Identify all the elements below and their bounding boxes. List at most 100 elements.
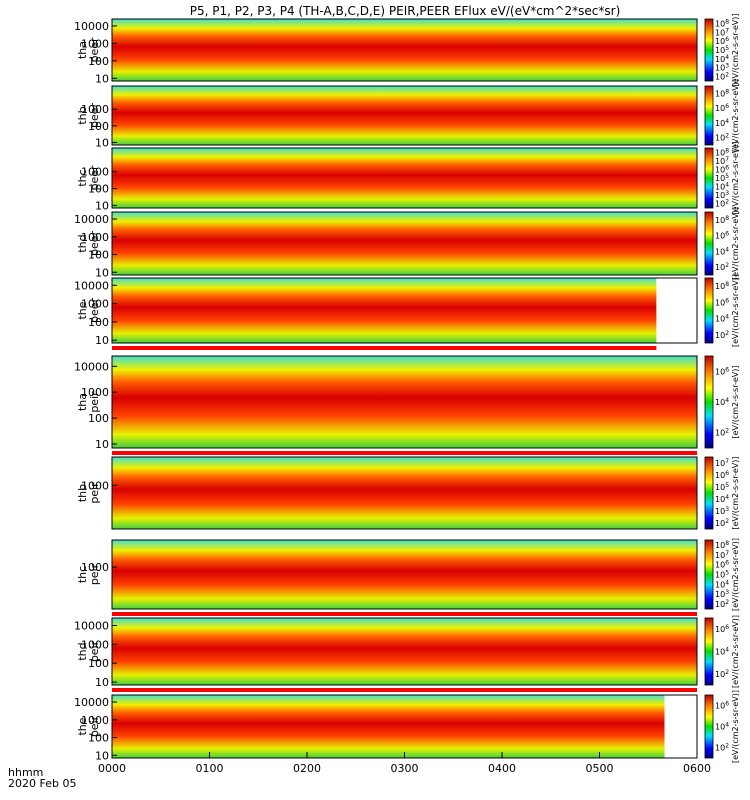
panel-y-label: thcpeer: [76, 165, 101, 191]
panel-the-peir: thepeir 10 100 1000 10000 102 104 106 [eV/(cm2-s…: [74, 690, 740, 763]
probe-label: thb: [76, 484, 89, 502]
colorbar-tick-label: 107: [715, 458, 729, 468]
colorbar-tick-label: 104: [715, 722, 729, 732]
y-tick-label: 10000: [74, 360, 109, 373]
product-label: peer: [88, 37, 101, 63]
colorbar-tick-label: 102: [715, 199, 729, 209]
panel-tha-peer: thapeer 10 100 1000 10000 1021031041051061071…: [74, 13, 740, 86]
colorbar-tick-label: 107: [715, 550, 729, 560]
y-tick-label: 1000: [81, 479, 109, 492]
y-tick-label: 100: [88, 182, 109, 195]
panel-y-label: thcpeir: [76, 563, 101, 585]
probe-label: thd: [76, 642, 89, 660]
colorbar-tick-label: 108: [715, 88, 729, 98]
y-tick-label: 10: [95, 266, 109, 279]
product-label: peir: [88, 640, 101, 662]
colorbar-tick-label: 108: [715, 147, 729, 157]
colorbar-tick-label: 104: [715, 397, 729, 407]
spectrogram-image: [112, 695, 665, 758]
x-axis: 0000 0100 0200 0300 0400 0500 0600: [98, 752, 711, 775]
y-tick-label: 1000: [81, 103, 109, 116]
colorbar: 102 104 106 108 [eV/(cm2-s-sr-eV)]: [704, 79, 740, 152]
colorbar-tick-label: 107: [715, 156, 729, 166]
colorbar-tick-label: 105: [715, 45, 729, 55]
colorbar-label: [eV/(cm2-s-sr-eV)]: [731, 79, 740, 152]
probe-label: tha: [76, 393, 89, 411]
colorbar: 102 104 106 [eV/(cm2-s-sr-eV)]: [704, 355, 740, 449]
colorbar: 102 104 106 [eV/(cm2-s-sr-eV)]: [704, 690, 740, 763]
panel-y-label: thapeer: [76, 37, 101, 63]
colorbar-label: [eV/(cm2-s-sr-eV)]: [731, 141, 740, 214]
colorbar-tick-label: 104: [715, 314, 729, 324]
product-label: peir: [88, 391, 101, 413]
panel-frame: [111, 147, 698, 209]
colorbar-tick-label: 106: [715, 36, 729, 46]
colorbar-tick-label: 105: [715, 482, 729, 492]
panel-thd-peir: thdpeir 10 100 1000 10000 102 104 106 [eV/(cm2-s…: [74, 615, 740, 692]
colorbar-scale: [704, 85, 714, 146]
panel-stack: thapeer101001000100001021031041051061071…: [74, 13, 740, 763]
x-tick-label: 0300: [391, 762, 419, 775]
colorbar-tick-label: 105: [715, 173, 729, 183]
colorbar: 102 103 104 105 106 107 [eV/(cm2-s-sr-eV)]: [704, 456, 740, 530]
colorbar-tick-label: 106: [715, 701, 729, 711]
colorbar-scale: [704, 539, 714, 610]
colorbar-label: [eV/(cm2-s-sr-eV)]: [731, 538, 740, 611]
panel-y-label: thbpeer: [76, 103, 101, 129]
colorbar-tick-label: 108: [715, 18, 729, 28]
colorbar-tick-label: 105: [715, 570, 729, 580]
colorbar-scale: [704, 18, 714, 82]
y-tick-label: 1000: [81, 298, 109, 311]
colorbar-label: [eV/(cm2-s-sr-eV)]: [731, 207, 740, 280]
colorbar-label: [eV/(cm2-s-sr-eV)]: [731, 690, 740, 763]
y-tick-label: 10: [95, 334, 109, 347]
y-tick-label: 10: [95, 438, 109, 451]
mode-bar: [112, 688, 697, 692]
panel-y-label: thepeir: [76, 715, 101, 737]
panel-y-label: thbpeir: [76, 482, 101, 504]
spectrogram-image: [112, 356, 697, 448]
y-tick-label: 10: [95, 199, 109, 212]
product-label: peer: [88, 298, 101, 324]
chart-title: P5, P1, P2, P3, P4 (TH-A,B,C,D,E) PEIR,P…: [190, 4, 621, 18]
y-tick-label: 100: [88, 120, 109, 133]
probe-label: thd: [76, 234, 89, 252]
y-tick-label: 10000: [74, 279, 109, 292]
colorbar-tick-label: 104: [715, 54, 729, 64]
colorbar-scale: [704, 355, 714, 449]
y-tick-label: 10000: [74, 620, 109, 633]
colorbar-tick-label: 104: [715, 182, 729, 192]
colorbar-tick-label: 108: [715, 215, 729, 225]
colorbar-tick-label: 102: [715, 743, 729, 753]
y-tick-label: 100: [88, 55, 109, 68]
x-axis-label: hhmm: [8, 766, 43, 779]
colorbar-tick-label: 103: [715, 589, 729, 599]
colorbar-tick-label: 102: [715, 262, 729, 272]
probe-label: thc: [76, 566, 89, 583]
product-label: peer: [88, 231, 101, 257]
mode-bar: [112, 346, 657, 350]
panel-frame: [111, 277, 698, 344]
colorbar-tick-label: 103: [715, 190, 729, 200]
colorbar-label: [eV/(cm2-s-sr-eV)]: [731, 365, 740, 438]
y-tick-label: 10: [95, 136, 109, 149]
colorbar-tick-label: 102: [715, 518, 729, 528]
spectrogram-image: [112, 618, 697, 685]
colorbar-scale: [704, 617, 714, 686]
panel-frame: [111, 539, 698, 610]
product-label: peer: [88, 103, 101, 129]
colorbar-label: [eV/(cm2-s-sr-eV)]: [731, 13, 740, 86]
y-tick-label: 10000: [74, 20, 109, 33]
panel-frame: [111, 456, 698, 530]
y-tick-label: 100: [88, 657, 109, 670]
spectrogram-image: [112, 148, 697, 208]
colorbar-tick-label: 108: [715, 281, 729, 291]
y-tick-label: 10: [95, 676, 109, 689]
panel-y-label: thepeer: [76, 298, 101, 324]
y-tick-label: 1000: [81, 37, 109, 50]
x-tick-label: 0200: [293, 762, 321, 775]
mode-bar: [112, 612, 697, 616]
colorbar-tick-label: 106: [715, 560, 729, 570]
